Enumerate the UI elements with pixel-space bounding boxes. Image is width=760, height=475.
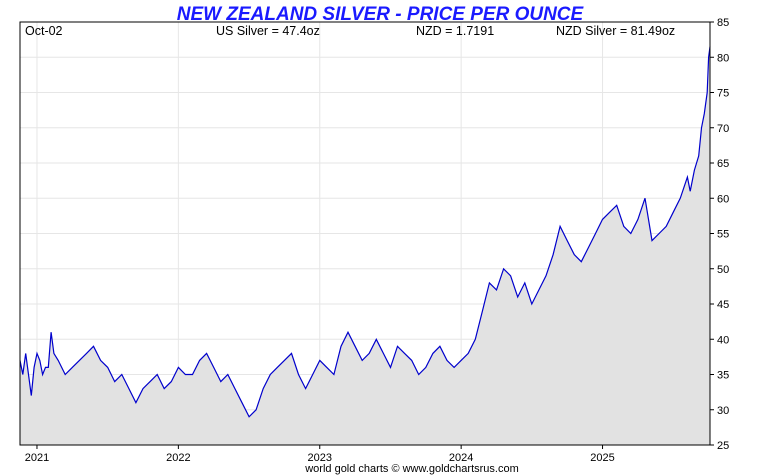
- x-tick-label: 2021: [25, 452, 49, 464]
- y-tick-label: 40: [717, 334, 729, 346]
- y-tick-label: 35: [717, 370, 729, 382]
- y-tick-label: 30: [717, 405, 729, 417]
- y-axis: 25 30 35 40 45 50 55 60 65 70 75 80 85: [710, 17, 729, 452]
- x-tick-label: 2022: [166, 452, 190, 464]
- x-tick-label: 2024: [449, 452, 473, 464]
- header-nzd: NZD = 1.7191: [416, 24, 494, 38]
- y-tick-label: 80: [717, 52, 729, 64]
- y-tick-label: 75: [717, 88, 729, 100]
- y-tick-label: 65: [717, 158, 729, 170]
- header-date: Oct-02: [25, 24, 63, 38]
- y-tick-label: 45: [717, 299, 729, 311]
- chart-title: NEW ZEALAND SILVER - PRICE PER OUNCE: [177, 4, 585, 25]
- x-tick-label: 2023: [308, 452, 332, 464]
- y-tick-label: 70: [717, 123, 729, 135]
- x-axis: 2021 2022 2023 2024 2025: [25, 445, 615, 464]
- x-tick-label: 2025: [590, 452, 614, 464]
- price-area-fill: [20, 46, 710, 445]
- price-line: [19, 46, 711, 418]
- y-tick-label: 60: [717, 193, 729, 205]
- y-tick-label: 55: [717, 229, 729, 241]
- y-tick-label: 50: [717, 264, 729, 276]
- y-tick-label: 25: [717, 440, 729, 452]
- header-us-silver: US Silver = 47.4oz: [216, 24, 320, 38]
- y-tick-label: 85: [717, 17, 729, 29]
- header-nzd-silver: NZD Silver = 81.49oz: [556, 24, 675, 38]
- footer-credit: world gold charts © www.goldchartsrus.co…: [304, 463, 519, 475]
